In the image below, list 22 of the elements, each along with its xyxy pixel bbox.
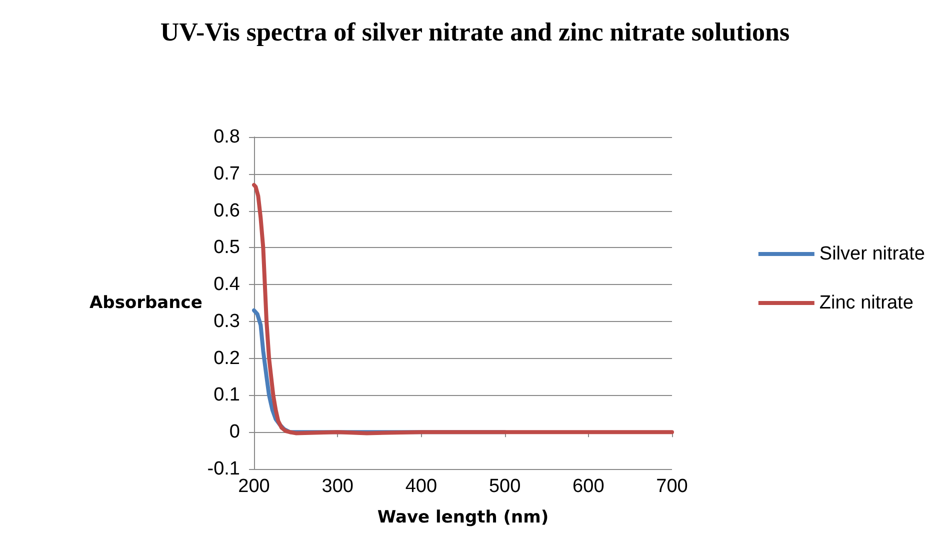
line-series [252, 182, 674, 436]
legend-label: Zinc nitrate [819, 292, 914, 314]
legend-label: Silver nitrate [819, 244, 926, 264]
y-tick-label: 0.5 [214, 237, 240, 258]
x-tick-label: 700 [656, 476, 688, 497]
x-tick-label: 400 [405, 476, 438, 497]
y-tick-label: -0.1 [207, 458, 240, 480]
y-tick-label: 0.8 [214, 126, 240, 148]
y-tick-label: 0.4 [214, 274, 240, 296]
x-tick-label: 600 [572, 476, 604, 497]
x-tick-label: 300 [322, 476, 354, 497]
x-axis-title: Wave length (nm) [377, 508, 549, 528]
y-tick-label: 0.1 [214, 384, 240, 406]
y-axis-title: Absorbance [90, 293, 202, 313]
y-tick-label: 0.7 [214, 163, 240, 184]
y-tick-label: 0.2 [214, 348, 240, 369]
x-tick-label: 200 [238, 476, 270, 497]
y-tick-label: 0 [229, 422, 240, 443]
chart-title: UV-Vis spectra of silver nitrate and zinc nitrate solutions [160, 18, 790, 46]
y-tick-label: 0.6 [214, 200, 240, 222]
y-tick-label: 0.3 [214, 310, 240, 332]
x-tick-label: 500 [488, 476, 521, 497]
